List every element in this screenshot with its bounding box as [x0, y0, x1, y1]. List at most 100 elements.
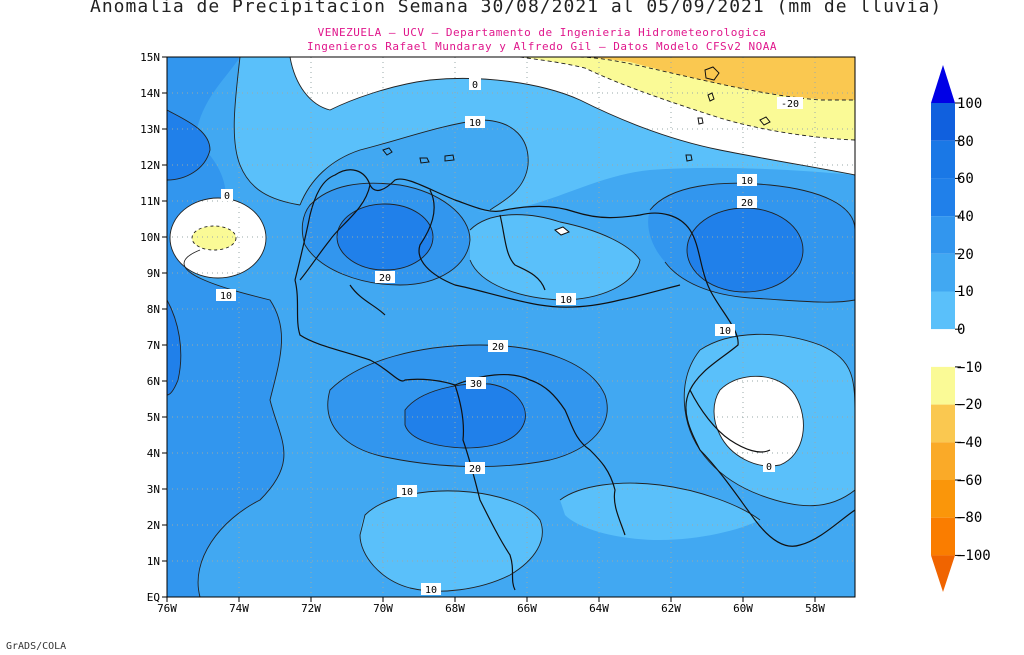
contour-label: 20 — [737, 196, 757, 209]
svg-text:10: 10 — [741, 176, 753, 187]
map-subtitle-line1: VENEZUELA – UCV – Departamento de Ingeni… — [317, 26, 767, 39]
colorbar-label: 10 — [957, 284, 974, 300]
lon-label: 66W — [517, 602, 537, 615]
svg-text:10: 10 — [560, 295, 572, 306]
contour-label: 10 — [556, 293, 576, 306]
plot-frame — [166, 56, 856, 598]
contour-label: 20 — [488, 340, 508, 353]
lat-label: 2N — [147, 519, 160, 532]
svg-text:10: 10 — [425, 585, 437, 596]
colorbar-swatch — [931, 140, 955, 179]
colorbar-label: 60 — [957, 171, 974, 187]
field-40-east — [687, 208, 803, 292]
lat-label: 11N — [140, 195, 160, 208]
lon-label: 58W — [805, 602, 825, 615]
coastlines-borders — [294, 169, 855, 591]
latitude-labels: 15N 14N 13N 12N 11N 10N 9N 8N 7N 6N 5N 4… — [140, 51, 160, 604]
svg-text:10: 10 — [469, 118, 481, 129]
contour-lines — [167, 57, 855, 597]
svg-text:30: 30 — [470, 379, 482, 390]
contour-label: 30 — [466, 377, 486, 390]
colorbar-swatch — [931, 103, 955, 141]
colorbar-swatch — [931, 329, 955, 367]
lon-label: 60W — [733, 602, 753, 615]
field-neg10-west — [192, 226, 236, 250]
colorbar-bottom-arrow — [931, 555, 955, 592]
lat-label: 9N — [147, 267, 160, 280]
colorbar: 100 80 60 40 20 10 0 −10 −20 −40 −60 −80… — [931, 65, 991, 592]
lat-label: 8N — [147, 303, 160, 316]
svg-text:0: 0 — [472, 80, 478, 91]
colorbar-label: −80 — [957, 510, 982, 526]
field-40-venez — [337, 204, 433, 270]
svg-text:20: 20 — [741, 198, 753, 209]
graticule — [167, 57, 855, 597]
lat-label: EQ — [147, 591, 160, 604]
contour-label: 10 — [421, 583, 441, 596]
map-title: Anomalia de Precipitacion Semana 30/08/2… — [90, 0, 943, 17]
colorbar-swatch — [931, 442, 955, 480]
lon-label: 70W — [373, 602, 393, 615]
colorbar-label: 20 — [957, 247, 974, 263]
contour-label: 10 — [216, 289, 236, 302]
colorbar-swatch — [931, 480, 955, 518]
svg-text:-20: -20 — [781, 99, 799, 110]
contour-label: 20 — [465, 462, 485, 475]
lat-label: 1N — [147, 555, 160, 568]
contour-label: 20 — [375, 271, 395, 284]
colorbar-swatch — [931, 253, 955, 292]
contour-label: 0 — [221, 189, 233, 202]
contour-label: 10 — [737, 174, 757, 187]
lat-label: 12N — [140, 159, 160, 172]
svg-text:0: 0 — [224, 191, 230, 202]
colorbar-label: −10 — [957, 360, 982, 376]
lat-label: 10N — [140, 231, 160, 244]
lon-label: 62W — [661, 602, 681, 615]
lat-label: 6N — [147, 375, 160, 388]
svg-text:0: 0 — [766, 462, 772, 473]
lat-label: 4N — [147, 447, 160, 460]
lat-label: 14N — [140, 87, 160, 100]
colorbar-label: 40 — [957, 209, 974, 225]
colorbar-label: −100 — [957, 548, 991, 564]
lat-label: 3N — [147, 483, 160, 496]
lat-label: 15N — [140, 51, 160, 64]
lat-label: 13N — [140, 123, 160, 136]
lat-label: 7N — [147, 339, 160, 352]
svg-text:10: 10 — [401, 487, 413, 498]
field-20-west — [167, 57, 284, 597]
svg-text:20: 20 — [492, 342, 504, 353]
colorbar-label: 0 — [957, 322, 965, 338]
svg-text:10: 10 — [220, 291, 232, 302]
colorbar-label: −60 — [957, 473, 982, 489]
svg-text:20: 20 — [379, 273, 391, 284]
colorbar-label: −20 — [957, 397, 982, 413]
islands — [382, 66, 771, 236]
contour-label: 10 — [397, 485, 417, 498]
lat-label: 5N — [147, 411, 160, 424]
lon-label: 68W — [445, 602, 465, 615]
software-credit: GrADS/COLA — [6, 641, 67, 652]
map-subtitle-line2: Ingenieros Rafael Mundaray y Alfredo Gil… — [306, 40, 778, 53]
colorbar-swatch — [931, 178, 955, 217]
longitude-labels: 76W 74W 72W 70W 68W 66W 64W 62W 60W 58W — [157, 602, 825, 615]
axis-ticks — [162, 56, 816, 602]
lon-label: 72W — [301, 602, 321, 615]
contour-label: 10 — [715, 324, 735, 337]
field-30-south — [405, 383, 526, 448]
colorbar-swatch — [931, 216, 955, 254]
colorbar-swatch — [931, 404, 955, 443]
lon-label: 74W — [229, 602, 249, 615]
contour-label: 10 — [465, 116, 485, 129]
lon-label: 64W — [589, 602, 609, 615]
lon-label: 76W — [157, 602, 177, 615]
colorbar-label: 80 — [957, 134, 974, 150]
contour-label: 0 — [763, 460, 775, 473]
field-neg40-neg20 — [580, 57, 855, 101]
colorbar-swatch — [931, 366, 955, 405]
field-0-10-center — [470, 214, 640, 300]
colorbar-label: 100 — [957, 96, 982, 112]
contour-label: 0 — [469, 78, 481, 91]
field-0-10-south — [360, 490, 543, 592]
